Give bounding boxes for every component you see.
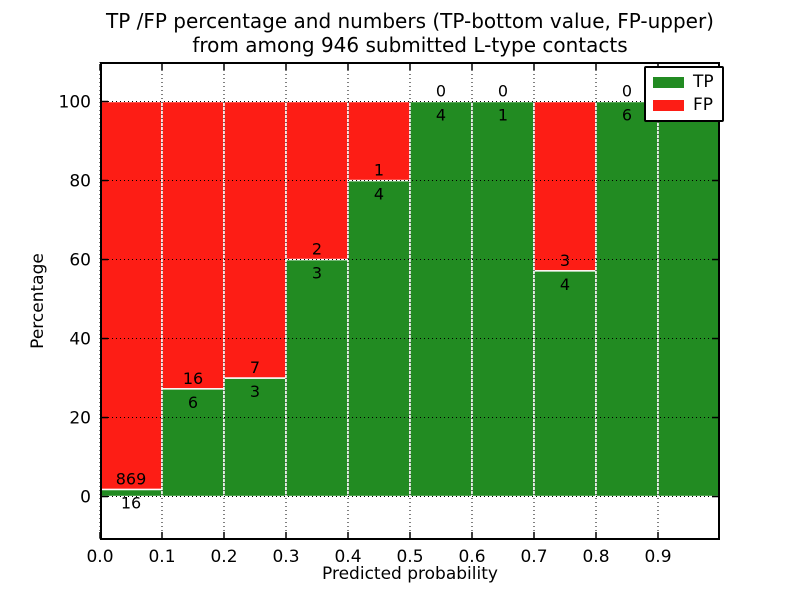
bar-segment-tp-5 bbox=[409, 100, 473, 498]
tp-count-label-2: 3 bbox=[250, 382, 260, 401]
bar-segment-fp-7 bbox=[533, 100, 597, 272]
bar-segment-fp-0 bbox=[99, 100, 163, 491]
axes-spines bbox=[100, 62, 720, 540]
x-tick-label-0.4: 0.4 bbox=[334, 547, 361, 567]
tp-count-label-1: 6 bbox=[188, 393, 198, 412]
bar-segment-tp-3 bbox=[285, 258, 349, 498]
legend-label-fp: FP bbox=[693, 95, 714, 115]
bar-segment-tp-7 bbox=[533, 270, 597, 498]
fp-count-label-2: 7 bbox=[250, 358, 260, 377]
tp-count-label-5: 4 bbox=[436, 106, 446, 125]
legend: TP FP bbox=[644, 66, 724, 122]
x-tick-label-0.8: 0.8 bbox=[582, 547, 609, 567]
x-tick-label-0.6: 0.6 bbox=[458, 547, 485, 567]
x-axis-label: Predicted probability bbox=[322, 564, 498, 584]
fp-count-label-0: 869 bbox=[116, 469, 147, 488]
legend-label-tp: TP bbox=[693, 72, 714, 92]
chart-title: TP /FP percentage and numbers (TP-bottom… bbox=[100, 9, 720, 57]
x-tick-label-0.0: 0.0 bbox=[86, 547, 113, 567]
bar-segment-tp-8 bbox=[595, 100, 659, 498]
fp-count-label-1: 16 bbox=[183, 369, 203, 388]
fp-count-label-5: 0 bbox=[436, 82, 446, 101]
x-tick-label-0.9: 0.9 bbox=[644, 547, 671, 567]
tp-count-label-0: 16 bbox=[121, 493, 141, 512]
chart-title-line1: TP /FP percentage and numbers (TP-bottom… bbox=[106, 9, 714, 33]
y-tick-label-60: 60 bbox=[69, 251, 91, 271]
tp-count-label-7: 4 bbox=[560, 275, 570, 294]
x-tick-label-0.7: 0.7 bbox=[520, 547, 547, 567]
tp-count-label-4: 4 bbox=[374, 185, 384, 204]
y-tick-label-0: 0 bbox=[80, 488, 91, 508]
fp-count-label-4: 1 bbox=[374, 161, 384, 180]
x-tick-label-0.2: 0.2 bbox=[210, 547, 237, 567]
y-tick-label-20: 20 bbox=[69, 409, 91, 429]
y-tick-label-100: 100 bbox=[59, 93, 91, 113]
fp-count-label-8: 0 bbox=[622, 82, 632, 101]
tp-count-label-6: 1 bbox=[498, 106, 508, 125]
bar-segment-tp-6 bbox=[471, 100, 535, 498]
y-tick-label-80: 80 bbox=[69, 172, 91, 192]
x-tick-label-0.5: 0.5 bbox=[396, 547, 423, 567]
bar-segment-fp-2 bbox=[223, 100, 287, 379]
fp-count-label-3: 2 bbox=[312, 240, 322, 259]
tp-count-label-8: 6 bbox=[622, 106, 632, 125]
tp-count-label-3: 3 bbox=[312, 264, 322, 283]
legend-item-fp: FP bbox=[653, 95, 714, 116]
bar-segment-tp-9 bbox=[657, 100, 721, 498]
bar-segment-tp-4 bbox=[347, 179, 411, 498]
bar-segment-fp-1 bbox=[161, 100, 225, 390]
tp-swatch-icon bbox=[653, 77, 684, 88]
fp-swatch-icon bbox=[653, 100, 684, 111]
x-tick-label-0.1: 0.1 bbox=[148, 547, 175, 567]
fp-count-label-6: 0 bbox=[498, 82, 508, 101]
legend-item-tp: TP bbox=[653, 72, 714, 93]
y-tick-label-40: 40 bbox=[69, 330, 91, 350]
fp-count-label-7: 3 bbox=[560, 251, 570, 270]
x-tick-label-0.3: 0.3 bbox=[272, 547, 299, 567]
chart-title-line2: from among 946 submitted L-type contacts bbox=[192, 33, 628, 57]
